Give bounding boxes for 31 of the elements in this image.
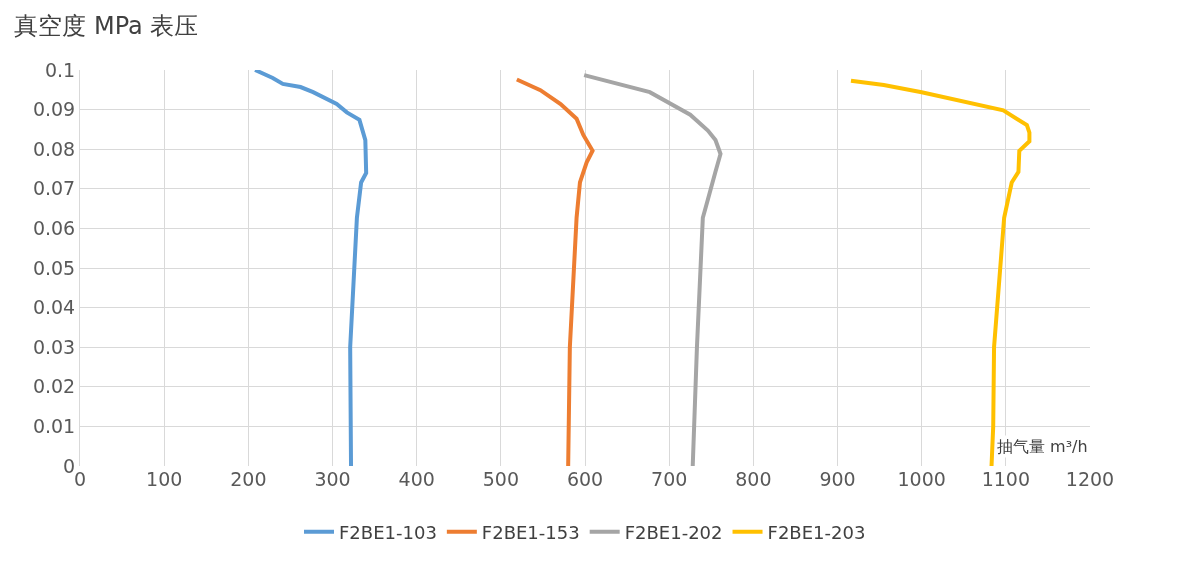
x-axis-title: 抽气量 m³/h (997, 437, 1088, 456)
y-tick-label: 0.09 (32, 98, 76, 121)
y-tick-label: 0.08 (32, 137, 76, 160)
legend-label: F2BE1-203 (767, 521, 866, 543)
x-tick-label: 500 (482, 468, 519, 490)
x-tick-label: 900 (819, 468, 856, 490)
x-tick-label: 800 (735, 468, 772, 490)
y-tick-label: 0.03 (32, 335, 76, 358)
chart-title: 真空度 MPa 表压 (14, 12, 199, 41)
y-tick-label: 0.06 (32, 217, 76, 240)
y-tick-label: 0.04 (32, 296, 76, 319)
x-tick-label: 200 (230, 468, 267, 490)
legend-label: F2BE1-153 (481, 521, 580, 543)
x-tick-label: 300 (314, 468, 351, 490)
y-tick-label: 0.07 (32, 177, 76, 200)
x-tick-label: 100 (146, 468, 183, 490)
y-tick-label: 0.02 (32, 375, 76, 398)
x-tick-label: 600 (566, 468, 604, 490)
x-tick-label: 700 (651, 468, 688, 490)
line-series (582, 73, 723, 466)
x-tick-label: 400 (398, 468, 435, 490)
line-series (253, 70, 369, 466)
x-tick-label: 1100 (981, 468, 1031, 490)
x-tick-label: 1200 (1065, 468, 1115, 490)
y-tick-label: 0.01 (32, 415, 76, 438)
x-tick-label: 1000 (897, 468, 946, 490)
legend-label: F2BE1-103 (339, 521, 437, 543)
legend-label: F2BE1-202 (624, 521, 723, 543)
y-tick-label: 0.05 (32, 256, 76, 279)
line-series (514, 77, 595, 466)
y-tick-label: 0.1 (44, 58, 76, 81)
